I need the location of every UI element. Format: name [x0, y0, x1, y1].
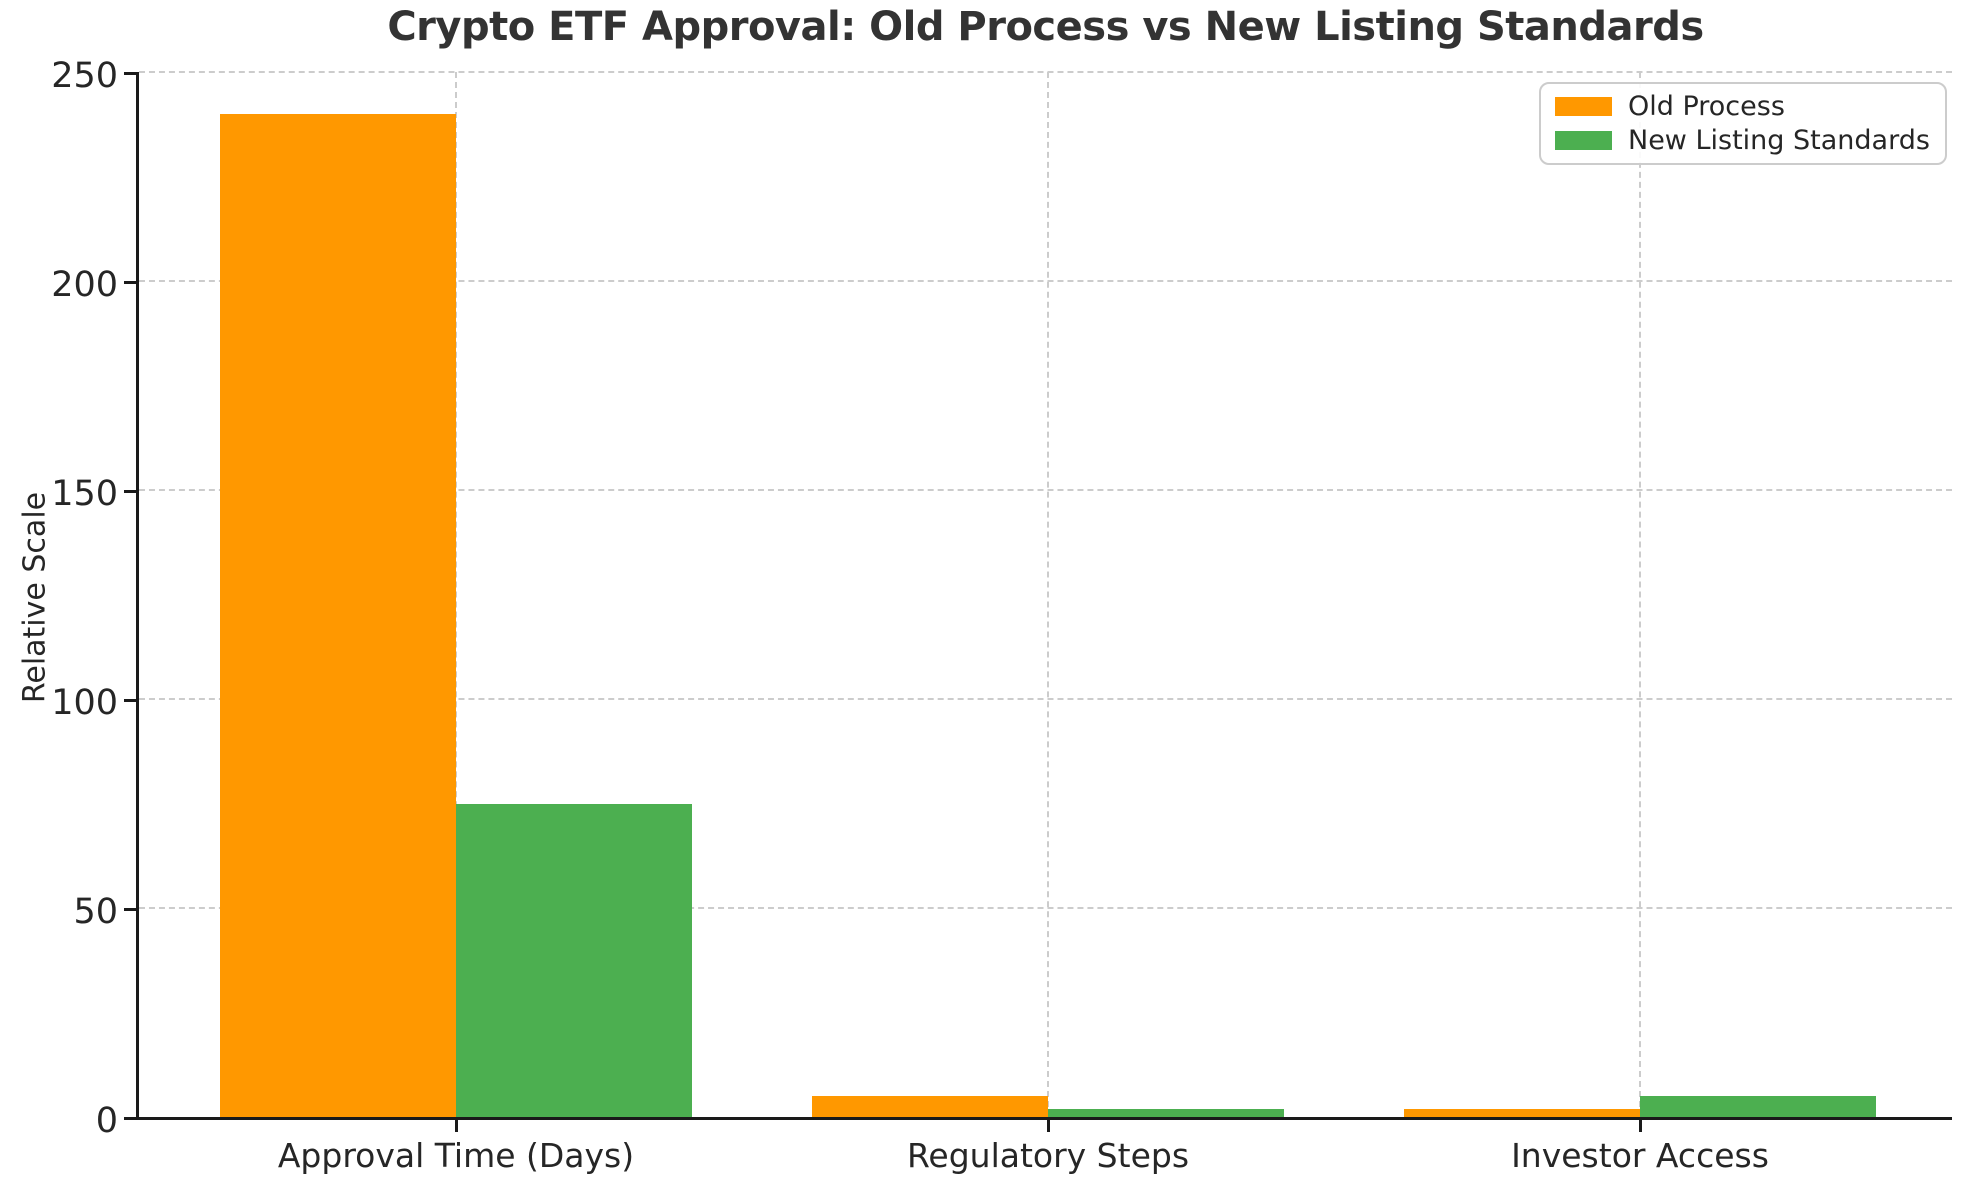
legend-item: New Listing Standards [1555, 125, 1931, 156]
y-tick-mark [124, 490, 136, 493]
y-tick-mark [124, 281, 136, 284]
legend-swatch-old-process [1555, 97, 1612, 117]
gridline-horizontal [139, 907, 1952, 909]
y-tick-mark [124, 1117, 136, 1120]
x-tick-label: Investor Access [1511, 1136, 1769, 1175]
bar-new-listing-standards [456, 803, 692, 1117]
legend-swatch-new-listing-standards [1555, 130, 1612, 150]
gridline-horizontal [139, 280, 1952, 282]
gridline-vertical [1639, 72, 1641, 1117]
x-tick-label: Regulatory Steps [906, 1136, 1190, 1175]
x-tick-label: Approval Time (Days) [277, 1136, 635, 1175]
x-axis-line [136, 1117, 1952, 1120]
bar-new-listing-standards [1048, 1108, 1284, 1117]
y-tick-label: 200 [51, 265, 118, 305]
legend-label: New Listing Standards [1628, 124, 1930, 156]
gridline-horizontal [139, 698, 1952, 700]
y-axis-line [136, 72, 139, 1120]
x-tick-mark [1639, 1120, 1642, 1132]
bar-old-process [220, 113, 456, 1117]
gridline-horizontal [139, 71, 1952, 73]
legend-items: Old Process New Listing Standards [1555, 90, 1931, 157]
x-tick-mark [455, 1120, 458, 1132]
legend: Old Process New Listing Standards [1539, 82, 1947, 165]
chart-title: Crypto ETF Approval: Old Process vs New … [387, 4, 1704, 50]
y-tick-mark [124, 908, 136, 911]
y-tick-label: 0 [95, 1101, 118, 1141]
y-tick-label: 150 [51, 474, 118, 514]
bar-old-process [1404, 1108, 1640, 1117]
legend-label: Old Process [1628, 91, 1785, 123]
gridline-vertical [455, 72, 457, 1117]
legend-item: Old Process [1555, 91, 1931, 122]
bar-new-listing-standards [1640, 1096, 1876, 1117]
y-tick-label: 50 [73, 892, 118, 932]
gridline-horizontal [139, 489, 1952, 491]
gridline-vertical [1047, 72, 1049, 1117]
y-tick-label: 100 [51, 683, 118, 723]
bar-old-process [812, 1096, 1048, 1117]
y-tick-mark [124, 699, 136, 702]
y-tick-label: 250 [51, 56, 118, 96]
x-tick-mark [1047, 1120, 1050, 1132]
y-tick-mark [124, 72, 136, 75]
